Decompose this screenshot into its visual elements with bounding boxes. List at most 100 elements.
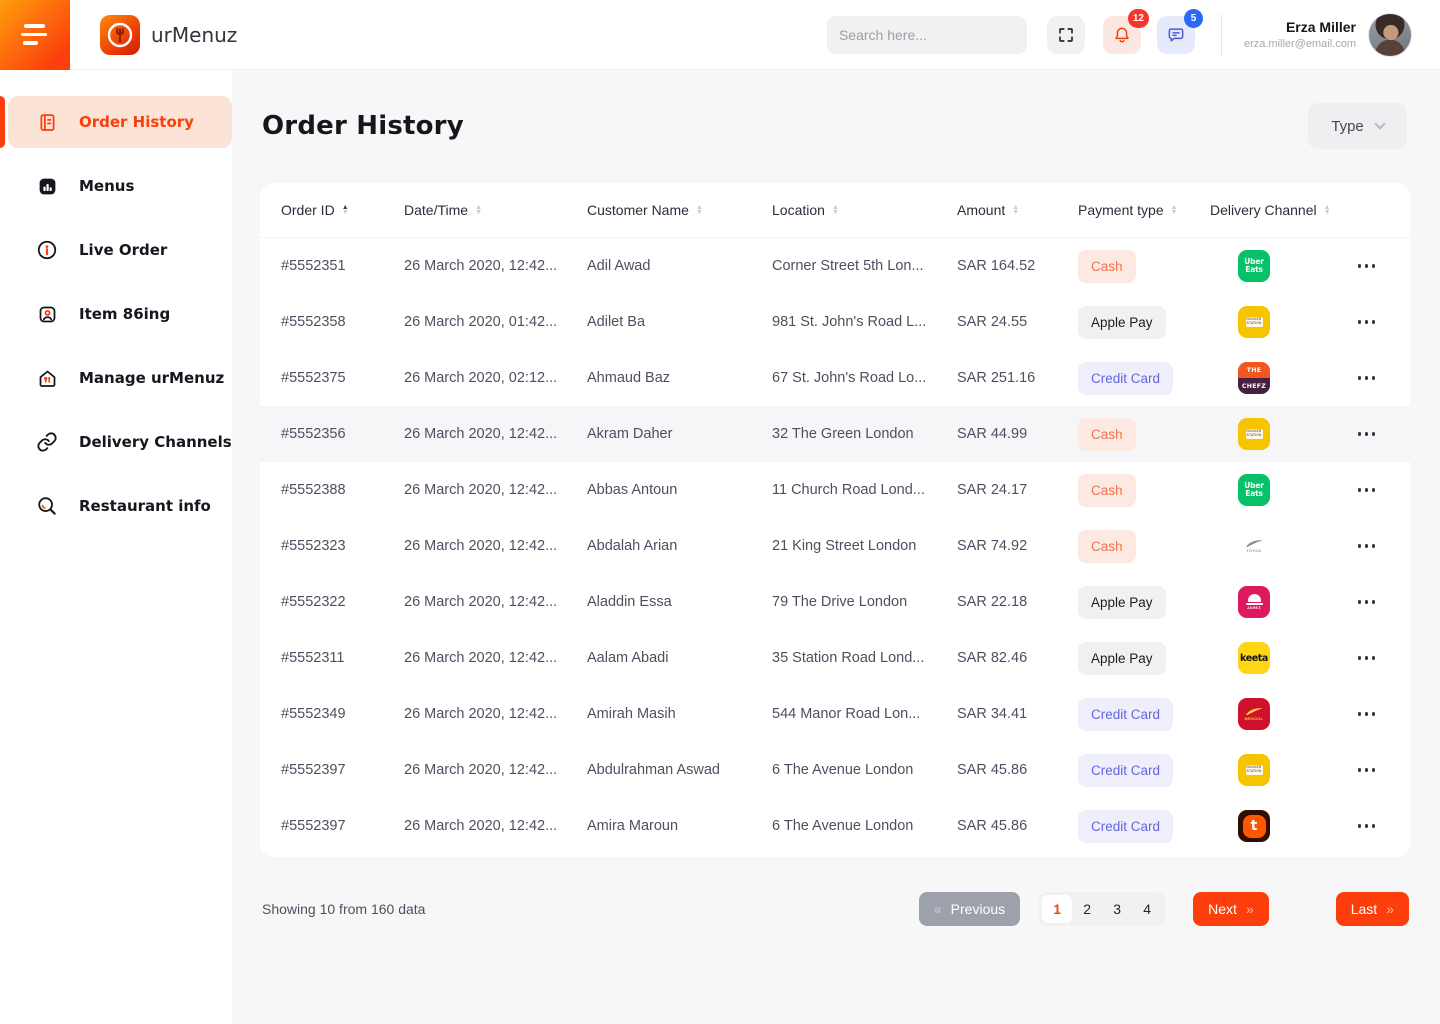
sidebar-item-manage-urmenuz[interactable]: Manage urMenuz (0, 352, 232, 404)
messages-button[interactable]: 5 (1156, 8, 1203, 54)
amount-cell: SAR 45.86 (957, 762, 1028, 778)
fullscreen-button[interactable] (1046, 15, 1085, 54)
row-actions-button[interactable] (1352, 426, 1382, 442)
location-cell: 6 The Avenue London (772, 818, 914, 834)
column-header-date-time[interactable]: Date/Time ▲ ▼ (404, 202, 482, 218)
page-number-3[interactable]: 3 (1113, 901, 1122, 917)
magnifier-icon (36, 495, 58, 517)
amount-cell: SAR 82.46 (957, 650, 1028, 666)
table-row[interactable]: #5552323 26 March 2020, 12:42... Abdalah… (260, 518, 1410, 574)
location-cell: 32 The Green London (772, 426, 914, 442)
payment-type-cell: Cash (1078, 249, 1210, 283)
sidebar-item-live-order[interactable]: Live Order (0, 224, 232, 276)
order-id-cell: #5552322 (281, 594, 346, 610)
last-page-button[interactable]: Last» (1335, 892, 1409, 926)
column-header-customer-name[interactable]: Customer Name ▲ ▼ (587, 202, 703, 218)
notifications-badge: 12 (1127, 8, 1149, 28)
keeta-icon: keeta (1238, 642, 1270, 674)
table-row[interactable]: #5552397 26 March 2020, 12:42... Amira M… (260, 798, 1410, 854)
topbar: urMenuz 12 5 Erza Miller erza.miller@ema… (0, 0, 1440, 70)
payment-type-cell: Apple Pay (1078, 585, 1210, 619)
avatar[interactable] (1368, 12, 1412, 57)
the-chefz-icon: THE CHEFZ (1238, 362, 1270, 394)
table-row[interactable]: #5552375 26 March 2020, 02:12... Ahmaud … (260, 350, 1410, 406)
sidebar-item-label: Manage urMenuz (79, 369, 225, 387)
actions-cell (1344, 594, 1389, 610)
page-title: Order History (262, 111, 464, 141)
page-number-1[interactable]: 1 (1042, 895, 1073, 923)
sort-icon: ▲ ▼ (1012, 203, 1020, 216)
order-id-cell: #5552388 (281, 482, 346, 498)
previous-page-button[interactable]: «Previous (918, 892, 1021, 926)
sort-icon: ▲ ▼ (695, 203, 703, 216)
sidebar-item-menus[interactable]: Menus (0, 160, 232, 212)
hungerstation-icon: HUNGER STATION (1238, 418, 1270, 450)
page-number-2[interactable]: 2 (1083, 901, 1092, 917)
location-cell: 6 The Avenue London (772, 762, 914, 778)
order-history-icon (36, 111, 58, 133)
payment-type-cell: Cash (1078, 529, 1210, 563)
table-row[interactable]: #5552349 26 March 2020, 12:42... Amirah … (260, 686, 1410, 742)
row-actions-button[interactable] (1352, 762, 1382, 778)
table-row[interactable]: #5552311 26 March 2020, 12:42... Aalam A… (260, 630, 1410, 686)
toyou-icon: TOYOU (1238, 530, 1270, 562)
table-row[interactable]: #5552358 26 March 2020, 01:42... Adilet … (260, 294, 1410, 350)
row-actions-button[interactable] (1352, 314, 1382, 330)
column-header-payment-type[interactable]: Payment type ▲ ▼ (1078, 202, 1178, 218)
sidebar-item-order-history[interactable]: Order History (0, 96, 232, 148)
row-actions-button[interactable] (1352, 538, 1382, 554)
amount-cell: SAR 24.55 (957, 314, 1028, 330)
table-row[interactable]: #5552351 26 March 2020, 12:42... Adil Aw… (260, 238, 1410, 294)
date-time-cell: 26 March 2020, 12:42... (404, 426, 558, 442)
chevron-down-icon (1374, 117, 1386, 130)
table-row[interactable]: #5552397 26 March 2020, 12:42... Abdulra… (260, 742, 1410, 798)
actions-cell (1344, 818, 1389, 834)
location-cell: 67 St. John's Road Lo... (772, 370, 927, 386)
table-row[interactable]: #5552388 26 March 2020, 12:42... Abbas A… (260, 462, 1410, 518)
date-time-cell: 26 March 2020, 12:42... (404, 706, 558, 722)
table-row[interactable]: #5552356 26 March 2020, 12:42... Akram D… (260, 406, 1410, 462)
actions-cell (1344, 538, 1389, 554)
sidebar-item-item-86ing[interactable]: Item 86ing (0, 288, 232, 340)
row-actions-button[interactable] (1352, 650, 1382, 666)
type-filter-dropdown[interactable]: Type (1308, 103, 1407, 149)
menu-toggle-button[interactable] (0, 0, 70, 70)
column-header-location[interactable]: Location ▲ ▼ (772, 202, 839, 218)
date-time-cell: 26 March 2020, 12:42... (404, 538, 558, 554)
row-actions-button[interactable] (1352, 594, 1382, 610)
bell-icon (1115, 27, 1129, 42)
column-header-order-id[interactable]: Order ID ▲ ▼ (281, 202, 349, 218)
column-header-amount[interactable]: Amount ▲ ▼ (957, 202, 1020, 218)
column-header-delivery-channel[interactable]: Delivery Channel ▲ ▼ (1210, 202, 1331, 218)
sidebar-item-restaurant-info[interactable]: Restaurant info (0, 480, 232, 532)
row-actions-button[interactable] (1352, 818, 1382, 834)
next-page-button[interactable]: Next» (1193, 892, 1269, 926)
main-content: Order History Type Order ID ▲ ▼ Date/Time ▲… (232, 70, 1440, 1024)
customer-name-cell: Abbas Antoun (587, 482, 678, 498)
row-actions-button[interactable] (1352, 258, 1382, 274)
date-time-cell: 26 March 2020, 12:42... (404, 818, 558, 834)
sidebar-item-delivery-channels[interactable]: Delivery Channels (0, 416, 232, 468)
payment-type-cell: Credit Card (1078, 361, 1210, 395)
order-id-cell: #5552311 (281, 650, 345, 666)
row-actions-button[interactable] (1352, 706, 1382, 722)
row-actions-button[interactable] (1352, 370, 1382, 386)
location-cell: 79 The Drive London (772, 594, 908, 610)
chat-icon (1168, 27, 1184, 42)
row-actions-button[interactable] (1352, 482, 1382, 498)
search-input[interactable] (838, 26, 1020, 43)
page-number-4[interactable]: 4 (1143, 901, 1152, 917)
customer-name-cell: Aladdin Essa (587, 594, 672, 610)
messages-badge: 5 (1183, 8, 1203, 28)
link-icon (36, 431, 58, 453)
uber-eats-icon: Uber Eats (1238, 250, 1270, 282)
customer-name-cell: Adil Awad (587, 258, 651, 274)
notifications-button[interactable]: 12 (1102, 8, 1149, 54)
table-row[interactable]: #5552322 26 March 2020, 12:42... Aladdin… (260, 574, 1410, 630)
customer-name-cell: Adilet Ba (587, 314, 646, 330)
sort-icon: ▲ ▼ (1170, 203, 1178, 216)
actions-cell (1344, 426, 1389, 442)
sort-icon: ▲ ▼ (341, 203, 349, 216)
